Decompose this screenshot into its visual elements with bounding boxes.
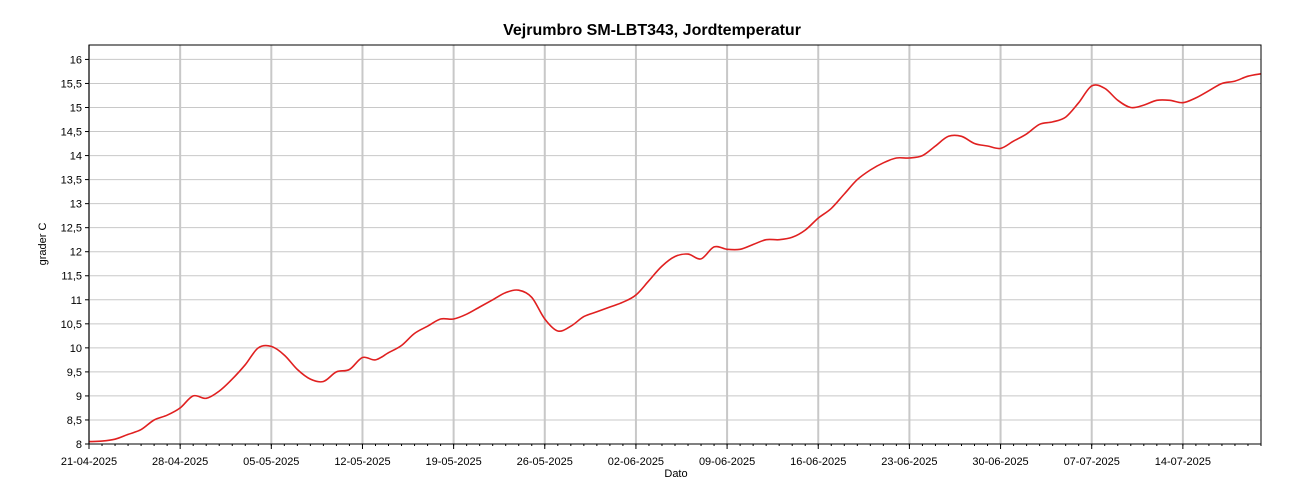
y-tick-label: 12 xyxy=(70,247,82,259)
x-tick-label: 14-07-2025 xyxy=(1155,456,1211,468)
x-tick-label: 21-04-2025 xyxy=(61,456,117,468)
x-tick-label: 07-07-2025 xyxy=(1064,456,1120,468)
y-tick-label: 9,5 xyxy=(67,367,82,379)
y-tick-label: 10,5 xyxy=(61,319,82,331)
grid xyxy=(88,45,1261,445)
y-tick-label: 9 xyxy=(76,391,82,403)
x-tick-label: 09-06-2025 xyxy=(699,456,755,468)
y-tick-label: 12,5 xyxy=(61,223,82,235)
y-tick-label: 16 xyxy=(70,54,82,66)
x-axis-label: Dato xyxy=(664,468,687,480)
series-line-0 xyxy=(88,73,1262,443)
series-layer xyxy=(88,73,1262,443)
y-tick-label: 13,5 xyxy=(61,175,82,187)
y-tick-label: 8 xyxy=(76,439,82,451)
x-tick-label: 12-05-2025 xyxy=(334,456,390,468)
y-tick-label: 13 xyxy=(70,199,82,211)
x-axis-ticks: 21-04-2025 28-04-2025 05-05-2025 12-05-2025… xyxy=(61,444,1262,468)
y-axis-label: grader C xyxy=(37,223,49,266)
y-tick-label: 14,5 xyxy=(61,127,82,139)
x-tick-label: 30-06-2025 xyxy=(972,456,1028,468)
x-tick-label: 02-06-2025 xyxy=(608,456,664,468)
x-tick-label: 23-06-2025 xyxy=(881,456,937,468)
y-tick-label: 15,5 xyxy=(61,78,82,90)
y-tick-label: 14 xyxy=(70,151,82,163)
y-tick-label: 11,5 xyxy=(61,271,82,283)
plot-frame xyxy=(88,44,1262,445)
x-tick-label: 19-05-2025 xyxy=(425,456,481,468)
chart-title: Vejrumbro SM-LBT343, Jordtemperatur xyxy=(503,22,801,39)
y-axis-ticks: 8 8,5 9 9,5 10 10,5 11 11,5 12 12,5 13 13,5 14 14,5 15… xyxy=(61,54,89,451)
x-tick-label: 28-04-2025 xyxy=(152,456,208,468)
y-tick-label: 10 xyxy=(70,343,82,355)
x-tick-label: 05-05-2025 xyxy=(243,456,299,468)
y-tick-label: 11 xyxy=(71,295,82,307)
y-tick-label: 8,5 xyxy=(67,415,82,427)
y-tick-label: 15 xyxy=(70,102,82,114)
x-tick-label: 16-06-2025 xyxy=(790,456,846,468)
x-tick-label: 26-05-2025 xyxy=(517,456,573,468)
